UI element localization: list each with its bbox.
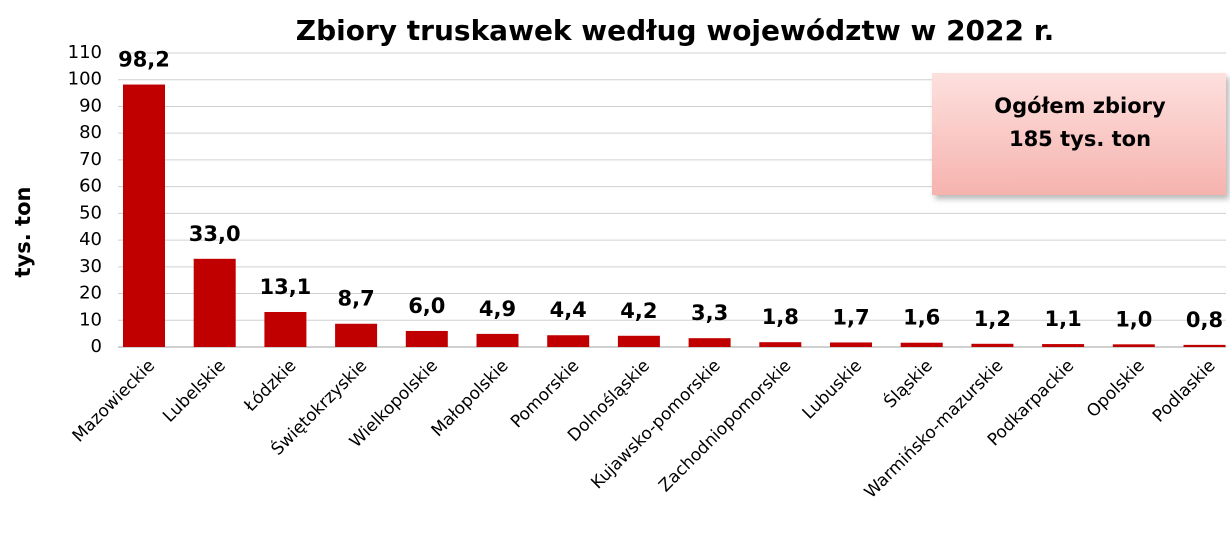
bar xyxy=(1042,344,1085,347)
value-label: 3,3 xyxy=(691,301,728,325)
value-label: 1,6 xyxy=(903,306,940,330)
annotation-line: 185 tys. ton xyxy=(1009,127,1151,151)
x-tick-label: Opolskie xyxy=(1083,356,1149,422)
annotation-line: Ogółem zbiory xyxy=(994,94,1166,118)
bar xyxy=(830,342,872,347)
y-axis-title: tys. ton xyxy=(11,187,35,278)
value-label: 1,1 xyxy=(1044,307,1081,331)
bar xyxy=(123,84,165,348)
y-tick-label: 20 xyxy=(79,283,102,304)
annotation-box xyxy=(932,73,1226,195)
value-label: 1,2 xyxy=(974,307,1011,331)
y-tick-label: 100 xyxy=(68,69,102,90)
value-label: 4,2 xyxy=(620,299,657,323)
y-tick-label: 80 xyxy=(79,122,102,143)
value-label: 33,0 xyxy=(189,222,241,246)
bar xyxy=(335,323,378,347)
x-tick-label: Warmińsko-mazurskie xyxy=(861,356,1008,503)
bar xyxy=(1112,344,1155,347)
bar xyxy=(971,343,1014,347)
value-label: 1,8 xyxy=(762,305,799,329)
y-tick-label: 10 xyxy=(79,309,102,330)
y-tick-label: 0 xyxy=(91,336,102,357)
y-tick-label: 40 xyxy=(79,229,102,250)
value-label: 0,8 xyxy=(1186,308,1223,332)
x-tick-label: Śląskie xyxy=(879,355,937,413)
x-tick-label: Kujawsko-pomorskie xyxy=(587,356,724,493)
bar xyxy=(193,258,236,347)
bar xyxy=(1183,344,1226,347)
value-label: 1,0 xyxy=(1115,307,1152,331)
bar xyxy=(688,338,731,347)
bar xyxy=(617,335,660,347)
x-tick-label: Pomorskie xyxy=(507,356,583,432)
value-label: 6,0 xyxy=(408,294,445,318)
bar xyxy=(476,333,519,347)
bar xyxy=(405,330,448,347)
y-tick-label: 30 xyxy=(79,256,102,277)
y-tick-label: 90 xyxy=(79,95,102,116)
y-tick-label: 50 xyxy=(79,202,102,223)
value-label: 1,7 xyxy=(832,305,869,329)
x-tick-label: Lubuskie xyxy=(799,356,866,423)
y-tick-label: 60 xyxy=(79,176,102,197)
y-tick-label: 110 xyxy=(68,42,102,63)
value-label: 8,7 xyxy=(337,287,374,311)
x-tick-label: Łódzkie xyxy=(240,356,301,417)
chart-title: Zbiory truskawek według województw w 202… xyxy=(296,14,1054,47)
bar xyxy=(264,311,307,347)
value-label: 4,4 xyxy=(550,298,587,322)
x-tick-label: Zachodniopomorskie xyxy=(655,356,795,496)
x-tick-label: Lubelskie xyxy=(159,356,230,427)
value-label: 98,2 xyxy=(118,48,170,72)
x-tick-label: Podlaskie xyxy=(1149,356,1220,427)
value-label: 13,1 xyxy=(259,275,311,299)
value-label: 4,9 xyxy=(479,297,516,321)
x-tick-label: Mazowieckie xyxy=(69,356,159,446)
bar xyxy=(547,335,590,347)
bar xyxy=(900,342,943,347)
bar xyxy=(759,342,802,347)
y-tick-label: 70 xyxy=(79,149,102,170)
